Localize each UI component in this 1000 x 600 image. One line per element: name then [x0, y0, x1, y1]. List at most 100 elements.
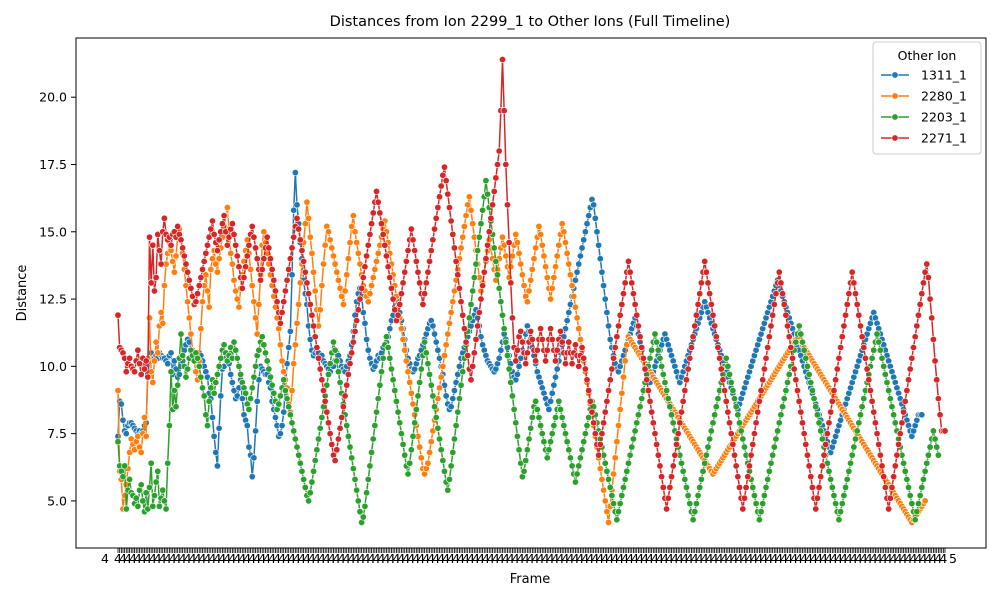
data-point	[934, 451, 942, 459]
data-point	[414, 268, 422, 276]
x-tick-glyph: 4	[611, 551, 619, 566]
data-point	[666, 403, 674, 411]
data-point	[212, 448, 220, 456]
data-point	[686, 354, 694, 362]
x-tick-glyph: 4	[223, 551, 231, 566]
data-point	[575, 462, 583, 470]
data-point	[784, 378, 792, 386]
data-point	[603, 508, 611, 516]
data-point	[442, 392, 450, 400]
data-point	[470, 349, 478, 357]
x-tick-glyph: 4	[691, 551, 699, 566]
data-point	[179, 352, 187, 360]
data-point	[837, 508, 845, 516]
data-point	[233, 354, 241, 362]
data-point	[429, 392, 437, 400]
data-point	[321, 241, 329, 249]
x-tick-glyph: 4	[288, 551, 296, 566]
x-tick-glyph: 4	[755, 551, 763, 566]
data-point	[924, 451, 932, 459]
data-point	[328, 244, 336, 252]
data-point	[404, 368, 412, 376]
data-point	[162, 505, 170, 513]
data-point	[553, 252, 561, 260]
x-tick-glyph: 4	[835, 551, 843, 566]
data-point	[865, 376, 873, 384]
data-point	[571, 303, 579, 311]
data-point	[523, 349, 531, 357]
data-point	[613, 438, 621, 446]
data-point	[590, 201, 598, 209]
data-point	[495, 284, 503, 292]
data-point	[780, 395, 788, 403]
data-point	[280, 408, 288, 416]
data-point	[537, 325, 545, 333]
x-tick-glyph: 4	[487, 551, 495, 566]
data-point	[802, 354, 810, 362]
data-point	[368, 448, 376, 456]
data-point	[624, 459, 632, 467]
x-tick-glyph: 4	[124, 551, 132, 566]
data-point	[895, 440, 903, 448]
data-point	[121, 462, 129, 470]
data-point	[266, 255, 274, 263]
series-markers-2271_1	[114, 56, 949, 513]
x-tick-glyph: 4	[736, 551, 744, 566]
data-point	[795, 322, 803, 330]
data-point	[240, 274, 248, 282]
data-point	[880, 473, 888, 481]
x-tick-glyph: 4	[432, 551, 440, 566]
data-point	[455, 395, 463, 403]
x-tick-glyph: 4	[537, 551, 545, 566]
data-point	[119, 416, 127, 424]
data-point	[286, 255, 294, 263]
data-point	[734, 411, 742, 419]
x-tick-glyph: 4	[566, 551, 574, 566]
data-point	[442, 177, 450, 185]
data-point	[633, 419, 641, 427]
data-point	[369, 274, 377, 282]
data-point	[654, 451, 662, 459]
data-point	[167, 368, 175, 376]
data-point	[759, 500, 767, 508]
data-point	[134, 346, 142, 354]
data-point	[510, 405, 518, 413]
data-point	[585, 212, 593, 220]
data-point	[613, 333, 621, 341]
data-point	[735, 483, 743, 491]
data-point	[548, 430, 556, 438]
data-point	[785, 333, 793, 341]
x-tick-glyph: 4	[412, 551, 420, 566]
x-tick-glyph: 4	[939, 551, 947, 566]
data-point	[528, 265, 536, 273]
data-point	[464, 201, 472, 209]
data-point	[469, 287, 477, 295]
data-point	[687, 343, 695, 351]
data-point	[749, 440, 757, 448]
data-point	[436, 193, 444, 201]
data-point	[671, 451, 679, 459]
data-point	[265, 365, 273, 373]
data-point	[379, 230, 387, 238]
data-point	[711, 322, 719, 330]
data-point	[643, 376, 651, 384]
data-point	[714, 343, 722, 351]
x-tick-glyph: 4	[218, 551, 226, 566]
data-point	[447, 462, 455, 470]
data-point	[255, 300, 263, 308]
data-point	[427, 381, 435, 389]
data-point	[389, 376, 397, 384]
data-point	[154, 467, 162, 475]
x-tick-glyph: 4	[527, 551, 535, 566]
data-point	[550, 274, 558, 282]
x-tick-glyph: 4	[656, 551, 664, 566]
data-point	[527, 276, 535, 284]
data-point	[906, 365, 914, 373]
data-point	[601, 408, 609, 416]
data-point	[351, 327, 359, 335]
data-point	[485, 228, 493, 236]
data-point	[119, 473, 127, 481]
y-tick-label: 20.0	[39, 90, 67, 105]
x-tick-glyph: 4	[383, 551, 391, 566]
data-point	[856, 322, 864, 330]
